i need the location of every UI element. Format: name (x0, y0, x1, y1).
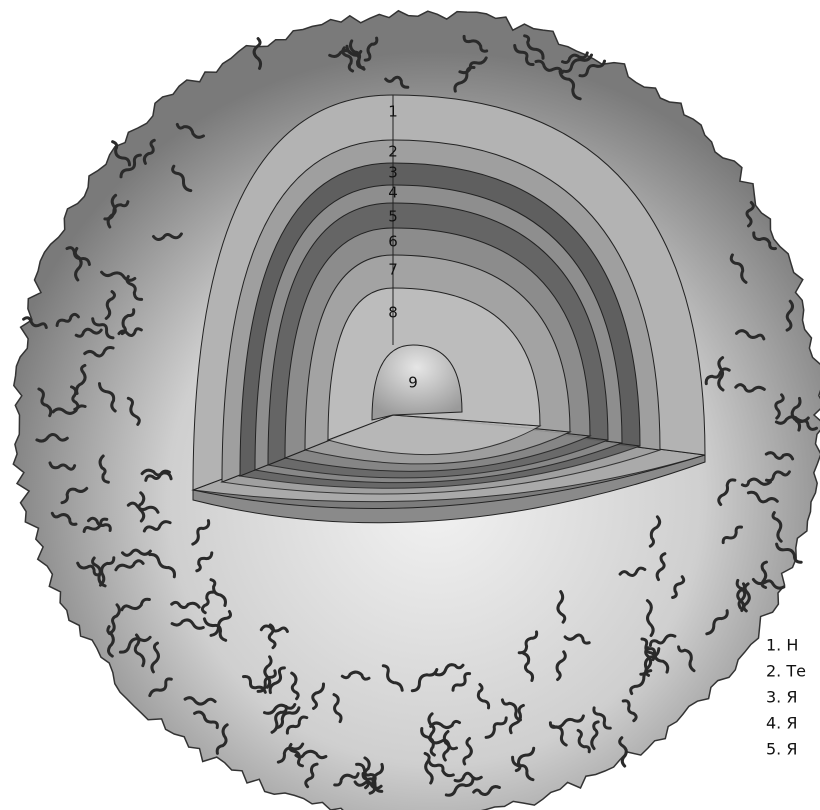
legend-item: 1. Н (766, 636, 798, 655)
layer-label: 8 (388, 304, 398, 322)
star-diagram: 1 2 3 4 5 6 7 8 9 1. Н 2. Те 3. Я 4. Я 5. Я (0, 0, 820, 810)
layer-label: 5 (388, 208, 398, 226)
layer-label: 9 (408, 374, 418, 392)
legend-item: 5. Я (766, 740, 797, 759)
layer-label: 2 (388, 143, 398, 161)
page: 123456789 1. Н2. Те3. Я4. Я5. Я (() => {… (0, 0, 820, 810)
legend-item: 2. Те (766, 662, 806, 681)
layer-label: 4 (388, 184, 398, 202)
layer-label: 6 (388, 233, 398, 251)
legend-item: 4. Я (766, 714, 797, 733)
legend-item: 3. Я (766, 688, 797, 707)
layer-label: 3 (388, 164, 398, 182)
layer-label: 7 (388, 261, 398, 279)
legend: 1. Н 2. Те 3. Я 4. Я 5. Я (766, 636, 806, 759)
layer-label: 1 (388, 103, 398, 121)
